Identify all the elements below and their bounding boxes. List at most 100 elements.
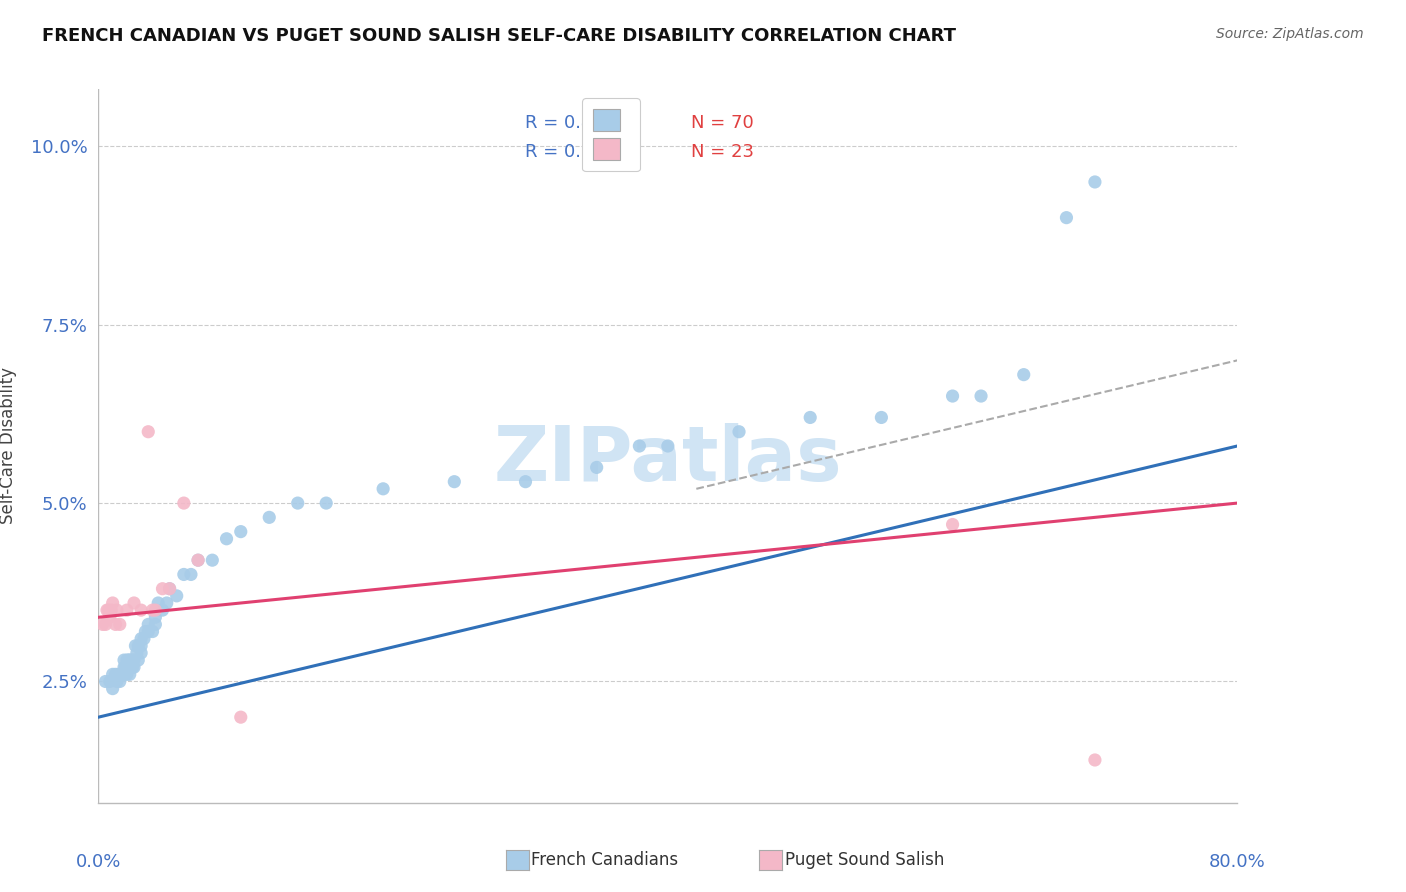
Point [118, 653, 141, 667]
Point [515, 475, 537, 489]
Point [173, 496, 195, 510]
Point [111, 667, 134, 681]
Point [112, 667, 135, 681]
Point [104, 667, 127, 681]
Point [942, 517, 965, 532]
Point [108, 674, 131, 689]
Point [121, 660, 143, 674]
Point [187, 553, 209, 567]
Point [115, 660, 138, 674]
Point [159, 582, 181, 596]
Point [120, 653, 142, 667]
Point [101, 596, 124, 610]
Point [229, 710, 252, 724]
Text: FRENCH CANADIAN VS PUGET SOUND SALISH SELF-CARE DISABILITY CORRELATION CHART: FRENCH CANADIAN VS PUGET SOUND SALISH SE… [42, 27, 956, 45]
Text: ZIPatlas: ZIPatlas [494, 424, 842, 497]
Point [110, 667, 132, 681]
Point [152, 582, 174, 596]
Point [799, 410, 821, 425]
Text: N = 70: N = 70 [690, 114, 754, 132]
Point [134, 624, 156, 639]
Point [315, 496, 337, 510]
Point [101, 681, 124, 696]
Point [870, 410, 893, 425]
Point [180, 567, 202, 582]
Legend: , : , [582, 98, 640, 171]
Point [443, 475, 465, 489]
Point [136, 425, 159, 439]
Text: R = 0.459: R = 0.459 [526, 114, 616, 132]
Text: R = 0.216: R = 0.216 [526, 143, 616, 161]
Point [970, 389, 993, 403]
Point [942, 389, 965, 403]
Point [94, 617, 117, 632]
Point [96, 603, 118, 617]
Point [229, 524, 252, 539]
Point [132, 632, 155, 646]
Point [94, 674, 117, 689]
Point [124, 639, 146, 653]
Point [114, 660, 136, 674]
Point [152, 603, 174, 617]
Point [115, 660, 138, 674]
Point [97, 603, 120, 617]
Point [122, 660, 145, 674]
Point [585, 460, 607, 475]
Point [98, 674, 121, 689]
Point [112, 653, 135, 667]
Point [129, 639, 152, 653]
Point [121, 653, 143, 667]
Point [127, 653, 149, 667]
Text: Puget Sound Salish: Puget Sound Salish [785, 851, 943, 869]
Point [173, 567, 195, 582]
Point [287, 496, 309, 510]
Point [141, 624, 163, 639]
Point [215, 532, 238, 546]
Point [159, 582, 181, 596]
Point [98, 610, 121, 624]
Point [373, 482, 395, 496]
Point [105, 603, 128, 617]
Point [1084, 175, 1107, 189]
Point [127, 639, 149, 653]
Point [112, 660, 135, 674]
Point [118, 660, 141, 674]
Point [105, 674, 128, 689]
Point [145, 603, 167, 617]
Point [145, 617, 167, 632]
Point [1056, 211, 1078, 225]
Point [117, 653, 139, 667]
Text: Source: ZipAtlas.com: Source: ZipAtlas.com [1216, 27, 1364, 41]
Point [129, 632, 152, 646]
Point [259, 510, 281, 524]
Point [104, 617, 127, 632]
Point [628, 439, 651, 453]
Point [201, 553, 224, 567]
Point [118, 667, 141, 681]
Point [166, 589, 188, 603]
Point [122, 653, 145, 667]
Point [122, 596, 145, 610]
Point [129, 603, 152, 617]
Point [728, 425, 751, 439]
Point [136, 617, 159, 632]
Point [148, 596, 170, 610]
Point [125, 646, 148, 660]
Point [108, 617, 131, 632]
Point [187, 553, 209, 567]
Text: N = 23: N = 23 [690, 143, 754, 161]
Point [1084, 753, 1107, 767]
Point [101, 667, 124, 681]
Point [107, 667, 129, 681]
Point [145, 610, 167, 624]
Point [657, 439, 679, 453]
Y-axis label: Self-Care Disability: Self-Care Disability [0, 368, 17, 524]
Text: 80.0%: 80.0% [1209, 853, 1265, 871]
Point [115, 603, 138, 617]
Point [141, 603, 163, 617]
Point [129, 646, 152, 660]
Point [136, 624, 159, 639]
Point [156, 596, 179, 610]
Point [91, 617, 114, 632]
Point [1012, 368, 1035, 382]
